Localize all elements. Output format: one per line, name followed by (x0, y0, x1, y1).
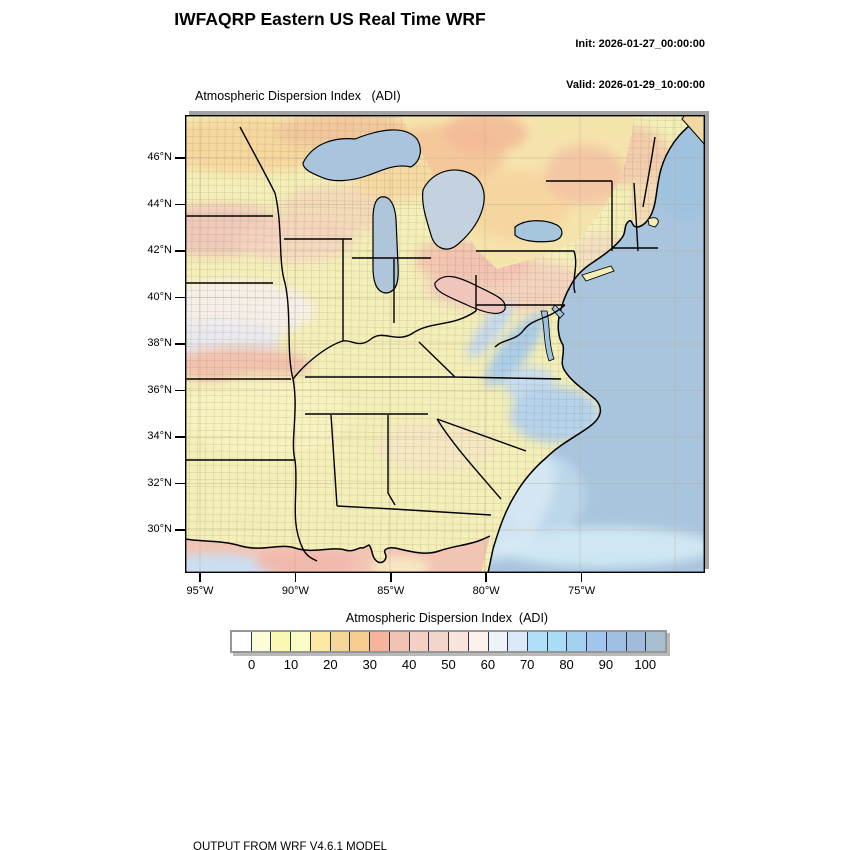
lon-tick-label: 85°W (377, 585, 405, 597)
chesapeake-bay (540, 310, 555, 362)
map-variable-label: Atmospheric Dispersion Index (ADI) (195, 89, 401, 103)
colorbar (230, 630, 667, 653)
colorbar-tick-label: 70 (519, 657, 535, 672)
lon-tick-label: 75°W (568, 585, 596, 597)
lon-tickmark (199, 573, 201, 582)
model-info: OUTPUT FROM WRF V4.6.1 MODEL WE = 310 ; … (193, 812, 645, 850)
colorbar-segment (646, 632, 666, 651)
colorbar-segment (291, 632, 311, 651)
lon-tickmark (390, 573, 392, 582)
colorbar-segment (528, 632, 548, 651)
lake-ontario (514, 220, 563, 243)
plot-title: IWFAQRP Eastern US Real Time WRF (174, 9, 486, 29)
cape-cod (647, 217, 659, 228)
lake-michigan (372, 196, 399, 294)
colorbar-tick-label: 40 (401, 657, 417, 672)
lake-erie (434, 275, 506, 314)
colorbar-tick-label: 0 (248, 657, 256, 672)
colorbar-segment (232, 632, 252, 651)
coastal-details (540, 115, 705, 362)
colorbar-tick-label: 60 (480, 657, 496, 672)
colorbar-segment (587, 632, 607, 651)
colorbar-title: Atmospheric Dispersion Index (ADI) (345, 611, 549, 625)
colorbar-segment (488, 632, 509, 651)
graticule (185, 115, 705, 573)
colorbar-segment (626, 632, 647, 651)
init-time: Init: 2026-01-27_00:00:00 (575, 38, 705, 50)
colorbar-segment (449, 632, 469, 651)
lat-tickmark (175, 482, 185, 485)
lat-tick-label: 44°N (147, 197, 172, 210)
lon-tick-label: 80°W (472, 585, 500, 597)
lat-tickmark (175, 250, 185, 252)
map-border (185, 115, 705, 573)
map-canvas (185, 115, 705, 573)
gulf-coastline (185, 535, 491, 564)
state-borders (185, 126, 658, 562)
colorbar-segment (389, 632, 410, 651)
nova-scotia (681, 115, 705, 146)
colorbar-tick-label: 20 (323, 657, 338, 672)
colorbar-tick-label: 80 (559, 657, 574, 672)
long-island (581, 265, 615, 282)
colorbar-segment (429, 632, 450, 651)
lat-tickmark (175, 296, 185, 299)
delaware-bay (551, 304, 565, 319)
colorbar-segment (370, 632, 390, 651)
lat-tick-label: 32°N (147, 476, 172, 489)
colorbar-segment (508, 632, 529, 651)
lat-tick-label: 30°N (147, 523, 172, 535)
model-info-line1: OUTPUT FROM WRF V4.6.1 MODEL (193, 841, 388, 850)
great-lakes (302, 129, 563, 314)
lat-tickmark (175, 157, 185, 159)
lake-superior (302, 129, 421, 182)
colorbar-segment (271, 632, 292, 651)
colorbar-segment (310, 632, 331, 651)
lat-tick-label: 42°N (147, 244, 172, 256)
colorbar-segment (567, 632, 588, 651)
lat-tick-label: 38°N (147, 337, 172, 349)
colorbar-tick-label: 50 (441, 657, 456, 672)
colorbar-tick-label: 100 (634, 657, 657, 672)
colorbar-segment (350, 632, 371, 651)
lat-tick-label: 36°N (147, 383, 172, 396)
lake-huron (422, 169, 485, 250)
lat-tickmark (175, 529, 185, 531)
lon-tickmark (485, 573, 487, 582)
lat-tick-label: 46°N (147, 151, 172, 163)
lat-tickmark (175, 436, 185, 438)
colorbar-segment (251, 632, 272, 651)
colorbar-segment (330, 632, 351, 651)
lat-tickmark (175, 203, 185, 206)
lon-tickmark (580, 573, 583, 582)
colorbar-tick-label: 90 (598, 657, 614, 672)
colorbar-segment (547, 632, 568, 651)
lon-tick-label: 90°W (281, 585, 309, 597)
lat-tick-label: 34°N (147, 430, 172, 442)
lat-tickmark (175, 343, 185, 345)
colorbar-segment (409, 632, 430, 651)
lon-tickmark (294, 573, 297, 582)
run-times: Init: 2026-01-27_00:00:00 Valid: 2026-01… (566, 11, 705, 119)
adi-map (185, 115, 705, 573)
colorbar-tick-label: 30 (362, 657, 377, 672)
colorbar-segment (606, 632, 627, 651)
lat-tick-label: 40°N (147, 290, 172, 303)
colorbar-tick-label: 10 (283, 657, 299, 672)
atlantic-coastline (487, 118, 705, 573)
lat-tickmark (175, 389, 185, 392)
valid-time: Valid: 2026-01-29_10:00:00 (566, 78, 705, 91)
colorbar-segment (468, 632, 489, 651)
lon-tick-label: 95°W (186, 585, 214, 597)
